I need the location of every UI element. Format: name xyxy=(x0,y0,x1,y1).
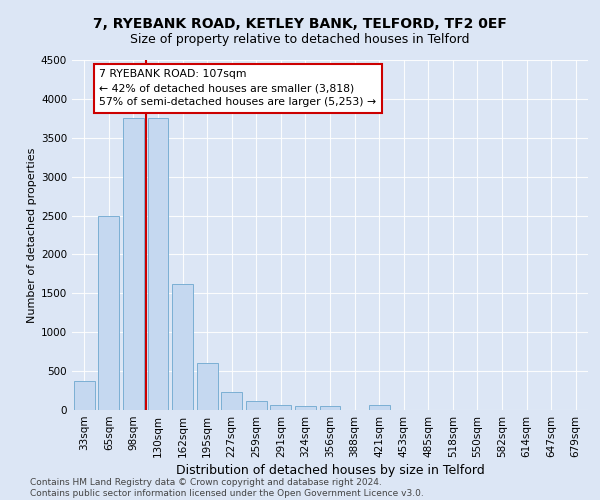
Bar xyxy=(172,284,193,410)
Bar xyxy=(320,406,340,410)
Bar xyxy=(271,405,292,410)
Text: 7 RYEBANK ROAD: 107sqm
← 42% of detached houses are smaller (3,818)
57% of semi-: 7 RYEBANK ROAD: 107sqm ← 42% of detached… xyxy=(99,70,376,108)
X-axis label: Distribution of detached houses by size in Telford: Distribution of detached houses by size … xyxy=(176,464,484,477)
Text: Size of property relative to detached houses in Telford: Size of property relative to detached ho… xyxy=(130,32,470,46)
Text: 7, RYEBANK ROAD, KETLEY BANK, TELFORD, TF2 0EF: 7, RYEBANK ROAD, KETLEY BANK, TELFORD, T… xyxy=(93,18,507,32)
Bar xyxy=(295,406,316,410)
Bar xyxy=(98,216,119,410)
Bar xyxy=(148,118,169,410)
Bar xyxy=(74,381,95,410)
Bar xyxy=(246,402,267,410)
Text: Contains HM Land Registry data © Crown copyright and database right 2024.
Contai: Contains HM Land Registry data © Crown c… xyxy=(30,478,424,498)
Y-axis label: Number of detached properties: Number of detached properties xyxy=(27,148,37,322)
Bar xyxy=(221,392,242,410)
Bar xyxy=(197,364,218,410)
Bar xyxy=(123,118,144,410)
Bar xyxy=(368,405,389,410)
